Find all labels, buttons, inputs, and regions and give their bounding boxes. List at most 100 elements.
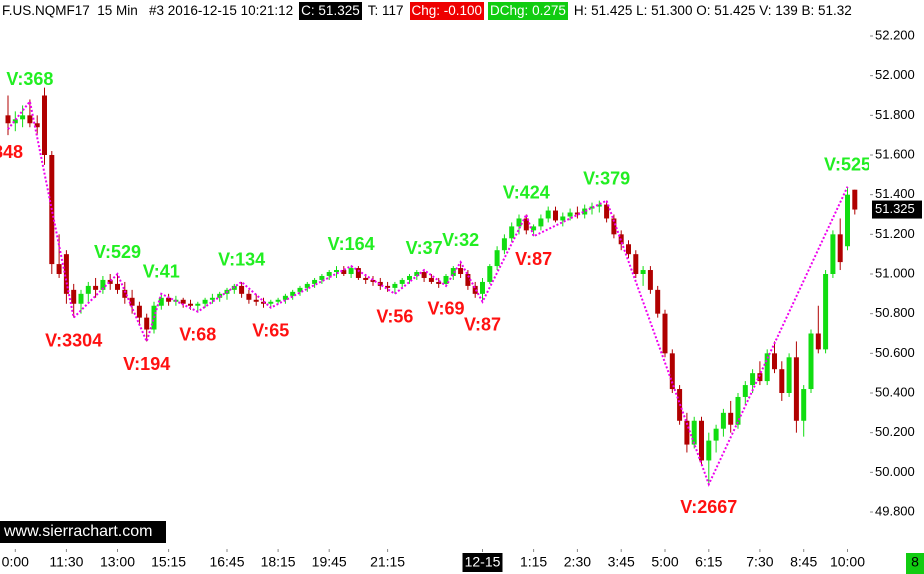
- zigzag-label: V:529: [94, 242, 141, 262]
- candle-body: [823, 274, 829, 350]
- candle-body: [706, 440, 712, 461]
- candle-body: [516, 218, 522, 227]
- candle-body: [604, 204, 610, 219]
- candle-body: [531, 226, 537, 231]
- candle-body: [538, 218, 544, 227]
- candle-body: [567, 212, 573, 217]
- x-tick-label: 18:15: [261, 554, 296, 570]
- y-tick-label: 51.200: [875, 226, 915, 241]
- candle-body: [319, 275, 325, 280]
- candle-body: [399, 279, 405, 284]
- candle-body: [42, 95, 47, 155]
- plot-area: 848 V:368 V:3304 V:529 V:194 V:41 V:68 V:134 V:6…: [0, 69, 871, 517]
- candle-body: [326, 272, 332, 276]
- x-tick-label: 7:30: [746, 554, 773, 570]
- x-tick-label: 6:15: [695, 554, 722, 570]
- candle-body: [487, 266, 493, 282]
- candle-body: [385, 285, 391, 288]
- candle-body: [377, 281, 383, 286]
- candle-body: [122, 289, 128, 298]
- candle-body: [428, 277, 434, 282]
- header-item: H: 51.425 L: 51.300 O: 51.425 V: 139 B: …: [573, 3, 852, 18]
- candle-body: [786, 357, 792, 393]
- candle-body: [334, 270, 339, 273]
- candle-body: [282, 295, 288, 300]
- header-item: T: 117: [367, 3, 404, 18]
- zigzag-label: V:69: [427, 299, 464, 319]
- candle-body: [407, 275, 412, 280]
- candle-body: [669, 353, 675, 390]
- candle-body: [297, 287, 303, 292]
- zigzag-label: V:3304: [45, 330, 102, 350]
- candle-body: [699, 420, 704, 461]
- y-tick-label: 50.800: [875, 305, 915, 320]
- header-item: F.US.NQMF17 15 Min #3 2016-12-15 10:21:1…: [2, 3, 294, 18]
- candle-body: [363, 277, 369, 280]
- candle-body: [129, 297, 135, 306]
- candle-body: [852, 189, 858, 210]
- candle-body: [436, 281, 442, 284]
- candle-body: [158, 297, 164, 306]
- candle-body: [136, 305, 142, 318]
- header-item: C: 51.325: [299, 2, 362, 20]
- candle-body: [830, 234, 836, 274]
- candle-body: [742, 385, 748, 397]
- x-tick-label: 3:45: [608, 554, 635, 570]
- candle-body: [5, 115, 11, 124]
- x-tick-label: 21:15: [370, 554, 405, 570]
- candle-body: [312, 279, 318, 284]
- candle-body: [144, 317, 150, 330]
- candle-body: [611, 218, 617, 235]
- x-tick-label: 5:00: [651, 554, 678, 570]
- corner-badge: 8: [911, 554, 919, 570]
- y-tick-label: 51.000: [875, 265, 915, 280]
- candle-body: [633, 254, 639, 274]
- candle-body: [772, 353, 777, 370]
- candle-body: [582, 208, 588, 215]
- candle-body: [684, 420, 690, 445]
- x-tick-label: 16:45: [209, 554, 244, 570]
- zigzag-label: V:368: [6, 69, 53, 89]
- candle-body: [443, 275, 449, 284]
- candle-body: [720, 412, 726, 429]
- candle-body: [509, 226, 515, 239]
- y-tick-label: 50.200: [875, 424, 915, 439]
- candle-body: [589, 206, 595, 209]
- candle-body: [209, 297, 215, 300]
- y-tick-label: 50.600: [875, 345, 915, 360]
- candle-body: [750, 373, 756, 386]
- candle-body: [845, 194, 850, 247]
- header-item: Chg: -0.100: [409, 2, 485, 20]
- zigzag-label: V:379: [583, 168, 630, 188]
- candle-body: [647, 270, 653, 290]
- y-tick-label: 51.600: [875, 146, 915, 161]
- zigzag-label: 848: [0, 142, 23, 162]
- candle-body: [107, 279, 113, 284]
- candle-body: [100, 279, 106, 290]
- candle-body: [355, 268, 361, 278]
- candle-body: [793, 357, 799, 421]
- zigzag-label: V:56: [376, 307, 413, 327]
- candle-body: [662, 313, 668, 354]
- candle-body: [253, 299, 259, 302]
- zigzag-label: V:525: [824, 154, 871, 174]
- header-bar: F.US.NQMF17 15 Min #3 2016-12-15 10:21:1…: [0, 2, 868, 20]
- candle-body: [458, 268, 464, 274]
- candle-body: [34, 123, 40, 128]
- x-tick-label: 10:00: [830, 554, 865, 570]
- zigzag-label: V:37: [406, 238, 443, 258]
- x-tick-label: 12-15: [465, 554, 501, 570]
- y-tick-label: 51.800: [875, 107, 915, 122]
- y-tick-label: 51.400: [875, 186, 915, 201]
- candle-body: [735, 396, 741, 425]
- candle-body: [348, 268, 354, 274]
- x-tick-label: 0:00: [2, 554, 29, 570]
- candle-body: [465, 274, 471, 286]
- zigzag-label: V:164: [328, 234, 375, 254]
- x-tick-label: 2:30: [564, 554, 591, 570]
- candle-body: [728, 412, 734, 425]
- candle-body: [480, 281, 485, 294]
- candle-body: [180, 299, 186, 304]
- last-price-label: 51.325: [875, 201, 915, 216]
